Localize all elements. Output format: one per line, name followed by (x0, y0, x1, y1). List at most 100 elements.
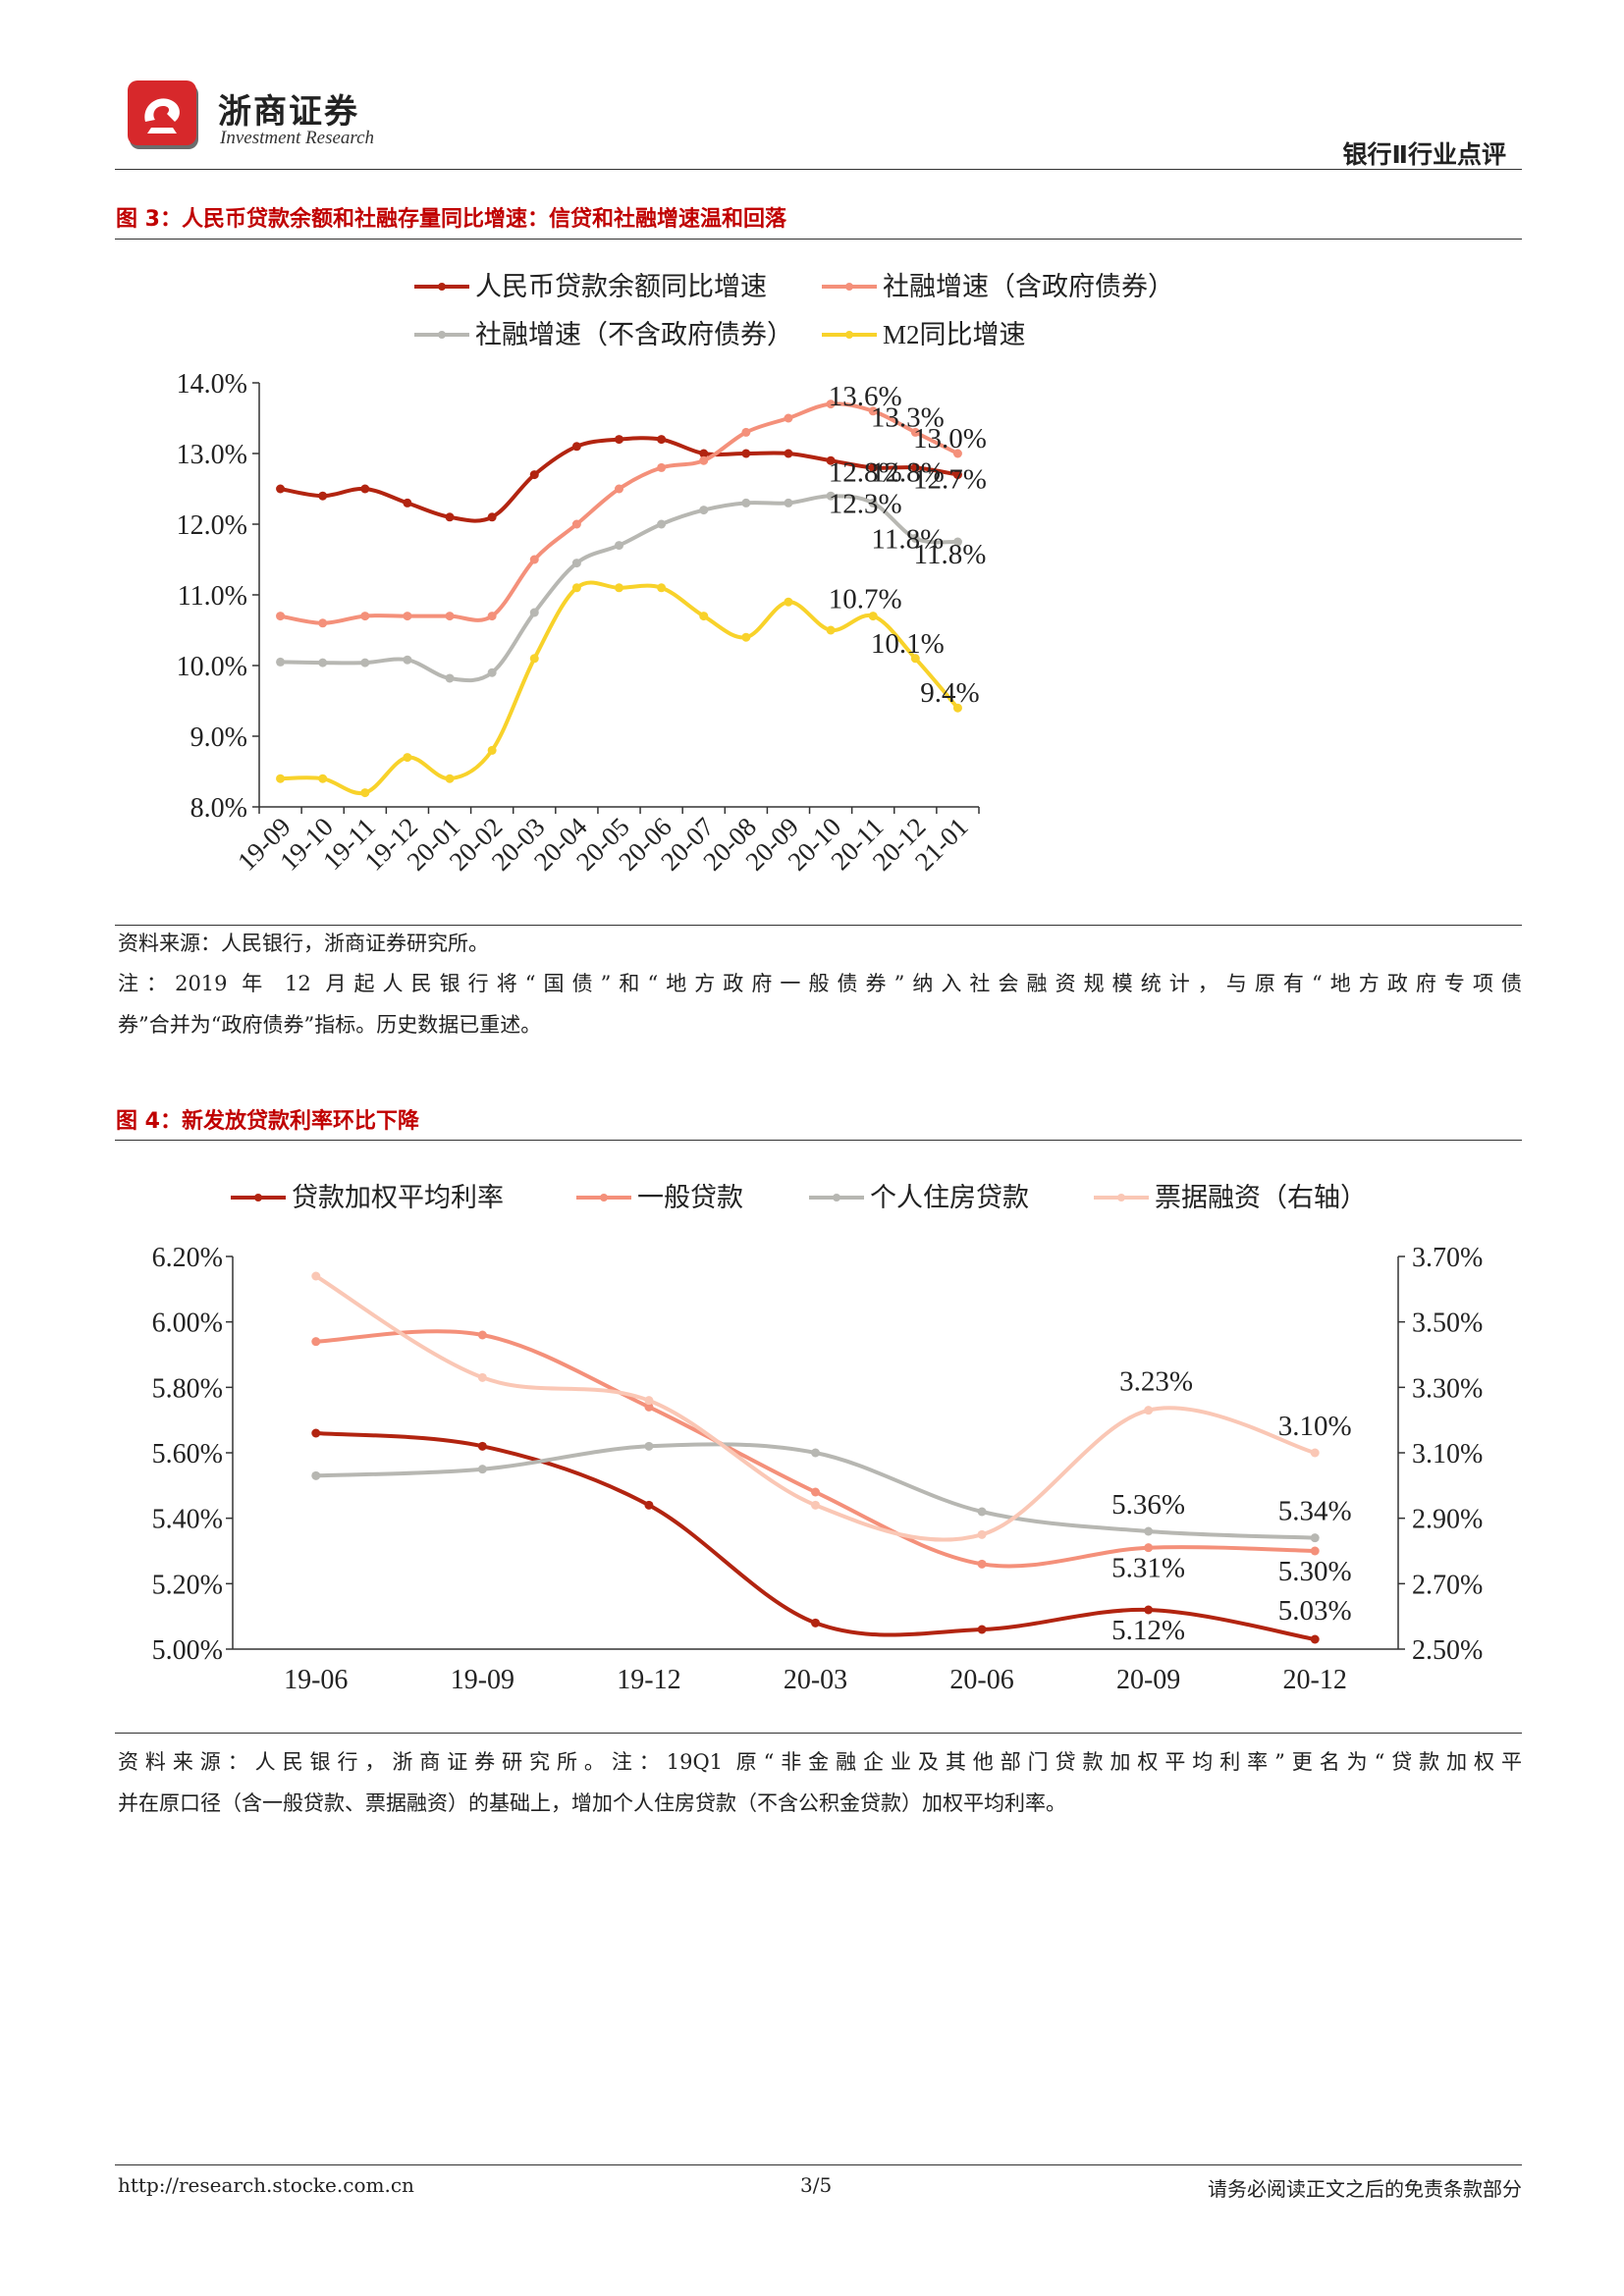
x-tick-label: 20-09 (1116, 1665, 1180, 1695)
data-point-3 (644, 1396, 654, 1406)
data-point-2 (615, 541, 623, 551)
legend-marker-2 (833, 1194, 840, 1201)
data-point-1 (1144, 1543, 1154, 1553)
data-label: 5.30% (1278, 1556, 1352, 1587)
data-point-1 (571, 519, 581, 529)
data-label: 12.7% (913, 464, 987, 496)
data-point-2 (311, 1470, 321, 1480)
y-tick-label: 13.0% (177, 440, 247, 470)
legend-label-3: M2同比增速 (883, 320, 1026, 349)
data-point-2 (1310, 1533, 1320, 1543)
x-tick-label: 19-06 (284, 1665, 348, 1695)
data-point-2 (952, 537, 962, 547)
data-point-3 (811, 1500, 820, 1510)
data-point-1 (910, 427, 920, 437)
data-label: 3.10% (1278, 1411, 1352, 1442)
footer-disclaimer: 请务必阅读正文之后的免责条款部分 (1208, 2177, 1522, 2201)
logo-english-name: Investment Research (220, 128, 375, 148)
data-point-3 (977, 1529, 987, 1539)
data-point-1 (741, 427, 751, 437)
data-point-0 (477, 1441, 487, 1451)
data-label: 3.23% (1119, 1366, 1193, 1398)
data-point-2 (741, 498, 751, 507)
legend-label-2: 个人住房贷款 (870, 1183, 1029, 1212)
data-label: 12.8% (829, 456, 902, 488)
data-point-0 (868, 462, 878, 472)
y-tick-label-right: 2.50% (1412, 1635, 1483, 1666)
x-tick-label: 20-12 (1283, 1665, 1347, 1695)
data-point-2 (318, 658, 328, 667)
data-point-0 (977, 1625, 987, 1634)
data-point-2 (644, 1441, 654, 1451)
data-label: 11.8% (914, 539, 987, 570)
footer-url-link[interactable]: http://research.stocke.com.cn (118, 2173, 414, 2197)
data-point-0 (445, 512, 455, 522)
data-point-1 (276, 612, 286, 621)
data-point-1 (487, 612, 497, 621)
data-label: 5.36% (1111, 1489, 1185, 1521)
data-point-0 (699, 449, 709, 458)
x-tick-label: 20-03 (784, 1665, 847, 1695)
legend-marker-3 (845, 331, 853, 339)
legend-marker-1 (600, 1194, 608, 1201)
data-point-2 (1144, 1526, 1154, 1536)
data-point-1 (657, 462, 667, 472)
data-point-3 (403, 753, 412, 763)
data-label: 11.8% (871, 523, 944, 555)
data-point-3 (311, 1271, 321, 1281)
y-tick-label-left: 5.80% (152, 1373, 223, 1404)
data-point-0 (1144, 1605, 1154, 1615)
data-point-1 (644, 1402, 654, 1412)
data-point-3 (868, 612, 878, 621)
data-point-3 (784, 597, 793, 607)
data-point-0 (952, 470, 962, 480)
data-point-1 (699, 455, 709, 465)
legend-marker-3 (1117, 1194, 1125, 1201)
data-point-2 (699, 506, 709, 515)
x-tick-label: 19-09 (451, 1665, 514, 1695)
data-point-1 (445, 612, 455, 621)
data-point-1 (318, 618, 328, 628)
data-point-0 (1310, 1634, 1320, 1644)
data-point-1 (826, 400, 836, 409)
data-label: 13.3% (871, 401, 945, 433)
data-point-1 (811, 1487, 820, 1497)
data-point-0 (403, 498, 412, 507)
data-label: 5.12% (1111, 1615, 1185, 1646)
y-tick-label-right: 3.30% (1412, 1373, 1483, 1404)
company-logo-icon (128, 80, 198, 149)
figure3-line-chart: 人民币贷款余额同比增速 社融增速（含政府债券） 社融增速（不含政府债券） M2同比增速… (177, 272, 1174, 877)
data-point-1 (403, 612, 412, 621)
figure4-source-line1: 资料来源：人民银行，浙商证券研究所。注：19Q1 原“非金融企业及其他部门贷款加… (118, 1750, 1522, 1774)
data-point-3 (445, 774, 455, 783)
data-point-3 (615, 583, 623, 593)
legend-label-2: 社融增速（不含政府债券） (475, 320, 793, 349)
data-label: 12.3% (829, 488, 902, 519)
data-point-3 (952, 703, 962, 713)
y-tick-label-left: 6.20% (152, 1243, 223, 1273)
data-point-0 (657, 435, 667, 445)
data-point-1 (784, 413, 793, 423)
legend-label-3: 票据融资（右轴） (1155, 1183, 1367, 1212)
data-point-0 (644, 1500, 654, 1510)
data-point-1 (977, 1559, 987, 1569)
data-point-1 (529, 555, 539, 564)
data-point-0 (276, 484, 286, 494)
data-point-2 (276, 657, 286, 667)
data-point-0 (910, 462, 920, 472)
data-point-3 (657, 583, 667, 593)
y-tick-label: 8.0% (190, 793, 247, 824)
data-point-3 (318, 774, 328, 783)
data-label: 13.0% (913, 423, 987, 454)
data-point-0 (360, 484, 370, 494)
figure4-source-line2: 并在原口径（含一般贷款、票据融资）的基础上，增加个人住房贷款（不含公积金贷款）加… (118, 1791, 1066, 1815)
data-point-1 (1310, 1546, 1320, 1556)
data-point-1 (477, 1330, 487, 1340)
data-point-3 (699, 612, 709, 621)
data-point-0 (571, 442, 581, 452)
y-tick-label: 14.0% (177, 369, 247, 400)
y-tick-label: 9.0% (190, 722, 247, 753)
y-tick-label: 12.0% (177, 510, 247, 541)
data-label: 12.8% (871, 456, 945, 488)
figure3-note-line2: 券”合并为“政府债券”指标。历史数据已重述。 (118, 1013, 542, 1037)
